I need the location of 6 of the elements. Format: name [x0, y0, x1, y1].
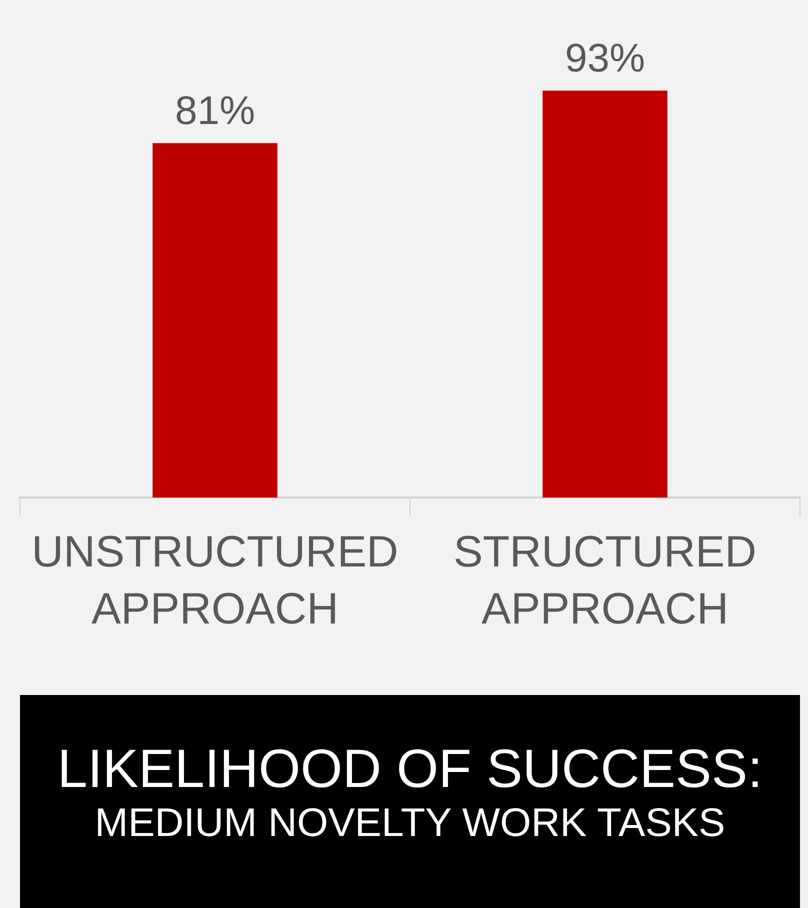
text: MEDIUM NOVELTY WORK TASKS: [94, 800, 726, 847]
x-tick-label: STRUCTURED APPROACH: [453, 527, 757, 634]
data-label: 93%: [564, 36, 646, 81]
x-tick-label: UNSTRUCTURED APPROACH: [32, 527, 398, 634]
data-label: 81%: [174, 89, 256, 134]
text: LIKELIHOOD OF SUCCESS:: [56, 739, 764, 799]
